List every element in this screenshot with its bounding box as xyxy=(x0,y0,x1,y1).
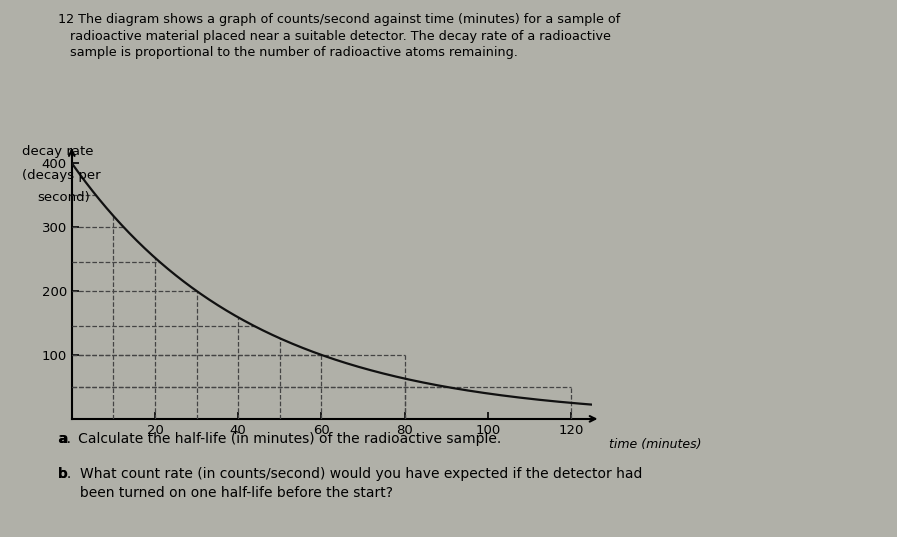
Text: sample is proportional to the number of radioactive atoms remaining.: sample is proportional to the number of … xyxy=(58,46,518,59)
Text: 12 The diagram shows a graph of counts/second against time (minutes) for a sampl: 12 The diagram shows a graph of counts/s… xyxy=(58,13,621,26)
Text: b: b xyxy=(58,467,68,481)
Text: second): second) xyxy=(38,191,91,204)
Text: a: a xyxy=(58,432,68,446)
Text: time (minutes): time (minutes) xyxy=(609,438,701,451)
Text: b.  What count rate (in counts/second) would you have expected if the detector h: b. What count rate (in counts/second) wo… xyxy=(58,467,642,481)
Text: a.  Calculate the half-life (in minutes) of the radioactive sample.: a. Calculate the half-life (in minutes) … xyxy=(58,432,501,446)
Text: (decays per: (decays per xyxy=(22,169,101,182)
Text: been turned on one half-life before the start?: been turned on one half-life before the … xyxy=(58,486,393,500)
Text: radioactive material placed near a suitable detector. The decay rate of a radioa: radioactive material placed near a suita… xyxy=(58,30,611,42)
Text: decay rate: decay rate xyxy=(22,145,94,158)
